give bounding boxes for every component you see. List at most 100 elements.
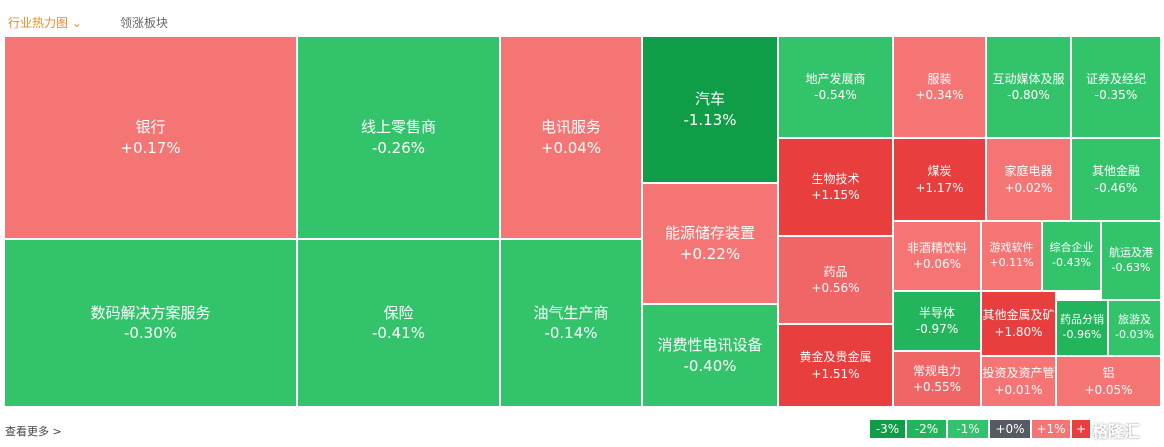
tile-change: -0.43%	[1052, 256, 1091, 269]
legend-item: +0%	[990, 420, 1030, 438]
tile-change: -0.35%	[1094, 88, 1138, 102]
tile[interactable]: 药品 +0.56%	[778, 236, 893, 324]
tile-name: 游戏软件	[989, 241, 1034, 255]
tile-change: +1.15%	[811, 188, 860, 202]
tile[interactable]: 综合企业 -0.43%	[1042, 221, 1101, 291]
tile[interactable]: 生物技术 +1.15%	[778, 138, 893, 236]
logo: 格隆汇	[1092, 422, 1141, 441]
tile[interactable]: 汽车 -1.13%	[642, 36, 778, 183]
tile-name: 数码解决方案服务	[90, 303, 211, 322]
tile[interactable]: 保险 -0.41%	[297, 239, 500, 407]
tile-name: 其他金融	[1091, 164, 1140, 179]
tile-change: -0.46%	[1094, 180, 1138, 195]
tile-change: +1.17%	[915, 180, 964, 195]
tile-name: 半导体	[918, 305, 955, 320]
tile-change: +0.01%	[994, 382, 1043, 397]
tile-name: 旅游及	[1118, 313, 1151, 327]
tile-name: 药品分销	[1060, 313, 1104, 327]
legend-item: -2%	[907, 420, 946, 438]
tile[interactable]: 服装 +0.34%	[893, 36, 986, 138]
tile-name: 常规电力	[912, 363, 961, 378]
tile-change: +0.02%	[1004, 180, 1053, 195]
tile-name: 药品	[823, 264, 848, 279]
tile[interactable]: 线上零售商 -0.26%	[297, 36, 500, 239]
tile-change: +1.51%	[811, 366, 860, 381]
tile[interactable]: 数码解决方案服务 -0.30%	[4, 239, 297, 407]
tile-change: +0.06%	[912, 257, 962, 271]
tile-name: 非酒精饮料	[906, 240, 967, 255]
tile-name: 综合企业	[1049, 241, 1094, 255]
legend-item: -1%	[948, 420, 988, 438]
tab[interactable]: 领涨板块	[120, 16, 169, 30]
tile-change: -0.41%	[371, 324, 426, 342]
tile-name: 生物技术	[811, 171, 860, 186]
tile-change: -0.14%	[544, 324, 598, 342]
legend-item: +1%	[1032, 420, 1070, 438]
tile[interactable]: 证券及经纪 -0.35%	[1071, 36, 1161, 138]
tile-change: -0.54%	[814, 88, 857, 102]
tile-name: 线上零售商	[360, 118, 436, 137]
tile-change: +0.34%	[915, 88, 964, 102]
tile-change: -0.03%	[1115, 328, 1154, 341]
tile-change: +1.80%	[994, 324, 1043, 339]
tile-name: 投资及资产管	[982, 366, 1055, 381]
tile[interactable]: 旅游及 -0.03%	[1108, 300, 1161, 356]
tile-name: 消费性电讯设备	[657, 336, 763, 355]
tile-change: +0.05%	[1084, 382, 1133, 397]
tile[interactable]: 黄金及贵金属 +1.51%	[778, 324, 893, 407]
tile-change: -0.30%	[123, 324, 178, 342]
tile-change: -0.96%	[1062, 328, 1102, 341]
tile[interactable]: 药品分销 -0.96%	[1056, 300, 1108, 356]
legend-item: -3%	[870, 420, 905, 438]
tile-change: +0.04%	[540, 138, 602, 157]
tile[interactable]: 煤炭 +1.17%	[893, 138, 986, 221]
tile[interactable]: 投资及资产管 +0.01%	[981, 356, 1056, 407]
tile-name: 电讯服务	[540, 118, 601, 137]
legend-item: +	[1072, 420, 1090, 438]
tile[interactable]: 能源储存装置 +0.22%	[642, 183, 778, 304]
tile[interactable]: 地产发展商 -0.54%	[778, 36, 893, 138]
tile-change: -0.26%	[371, 138, 426, 157]
tile-change: -0.63%	[1111, 260, 1151, 274]
tile-change: -0.97%	[915, 322, 959, 336]
tile[interactable]: 常规电力 +0.55%	[893, 351, 981, 407]
tile[interactable]: 非酒精饮料 +0.06%	[893, 221, 981, 291]
tile-name: 家庭电器	[1004, 164, 1053, 179]
tile-change: +0.11%	[989, 256, 1034, 269]
tile[interactable]: 银行 +0.17%	[4, 36, 297, 239]
tile-change: -1.13%	[683, 110, 737, 129]
tile-change: -0.40%	[683, 356, 737, 375]
tile[interactable]: 互动媒体及服 -0.80%	[986, 36, 1071, 138]
tile[interactable]: 游戏软件 +0.11%	[981, 221, 1042, 291]
tile-name: 服装	[927, 71, 952, 86]
tile-name: 汽车	[694, 90, 725, 109]
tile[interactable]: 半导体 -0.97%	[893, 291, 981, 351]
tile[interactable]: 其他金属及矿 +1.80%	[981, 291, 1056, 356]
tile-change: +0.22%	[679, 244, 741, 263]
tile[interactable]: 航运及港 -0.63%	[1101, 221, 1161, 300]
tile-name: 地产发展商	[805, 71, 866, 86]
tile[interactable]: 铝 +0.05%	[1056, 356, 1161, 407]
more-link[interactable]: 查看更多 >	[5, 425, 62, 438]
tile-change: +0.55%	[912, 380, 962, 394]
tile-name: 保险	[383, 303, 414, 322]
tile[interactable]: 油气生产商 -0.14%	[500, 239, 642, 407]
tile-name: 其他金属及矿	[982, 308, 1055, 323]
tile-name: 煤炭	[927, 164, 952, 179]
tile[interactable]: 其他金融 -0.46%	[1071, 138, 1161, 221]
tile-name: 互动媒体及服	[992, 71, 1065, 86]
tile[interactable]: 电讯服务 +0.04%	[500, 36, 642, 239]
tile-name: 银行	[135, 118, 166, 137]
tile[interactable]: 家庭电器 +0.02%	[986, 138, 1071, 221]
tile-name: 油气生产商	[533, 303, 609, 322]
tile-name: 黄金及贵金属	[799, 350, 872, 365]
tile-change: +0.56%	[811, 281, 860, 295]
tile-name: 铝	[1102, 366, 1115, 381]
tile-name: 航运及港	[1109, 245, 1153, 259]
tile-name: 证券及经纪	[1085, 71, 1146, 86]
tab[interactable]: 行业热力图 ⌄	[8, 16, 82, 30]
tile[interactable]: 消费性电讯设备 -0.40%	[642, 304, 778, 407]
tab-label: 行业热力图	[8, 16, 69, 30]
